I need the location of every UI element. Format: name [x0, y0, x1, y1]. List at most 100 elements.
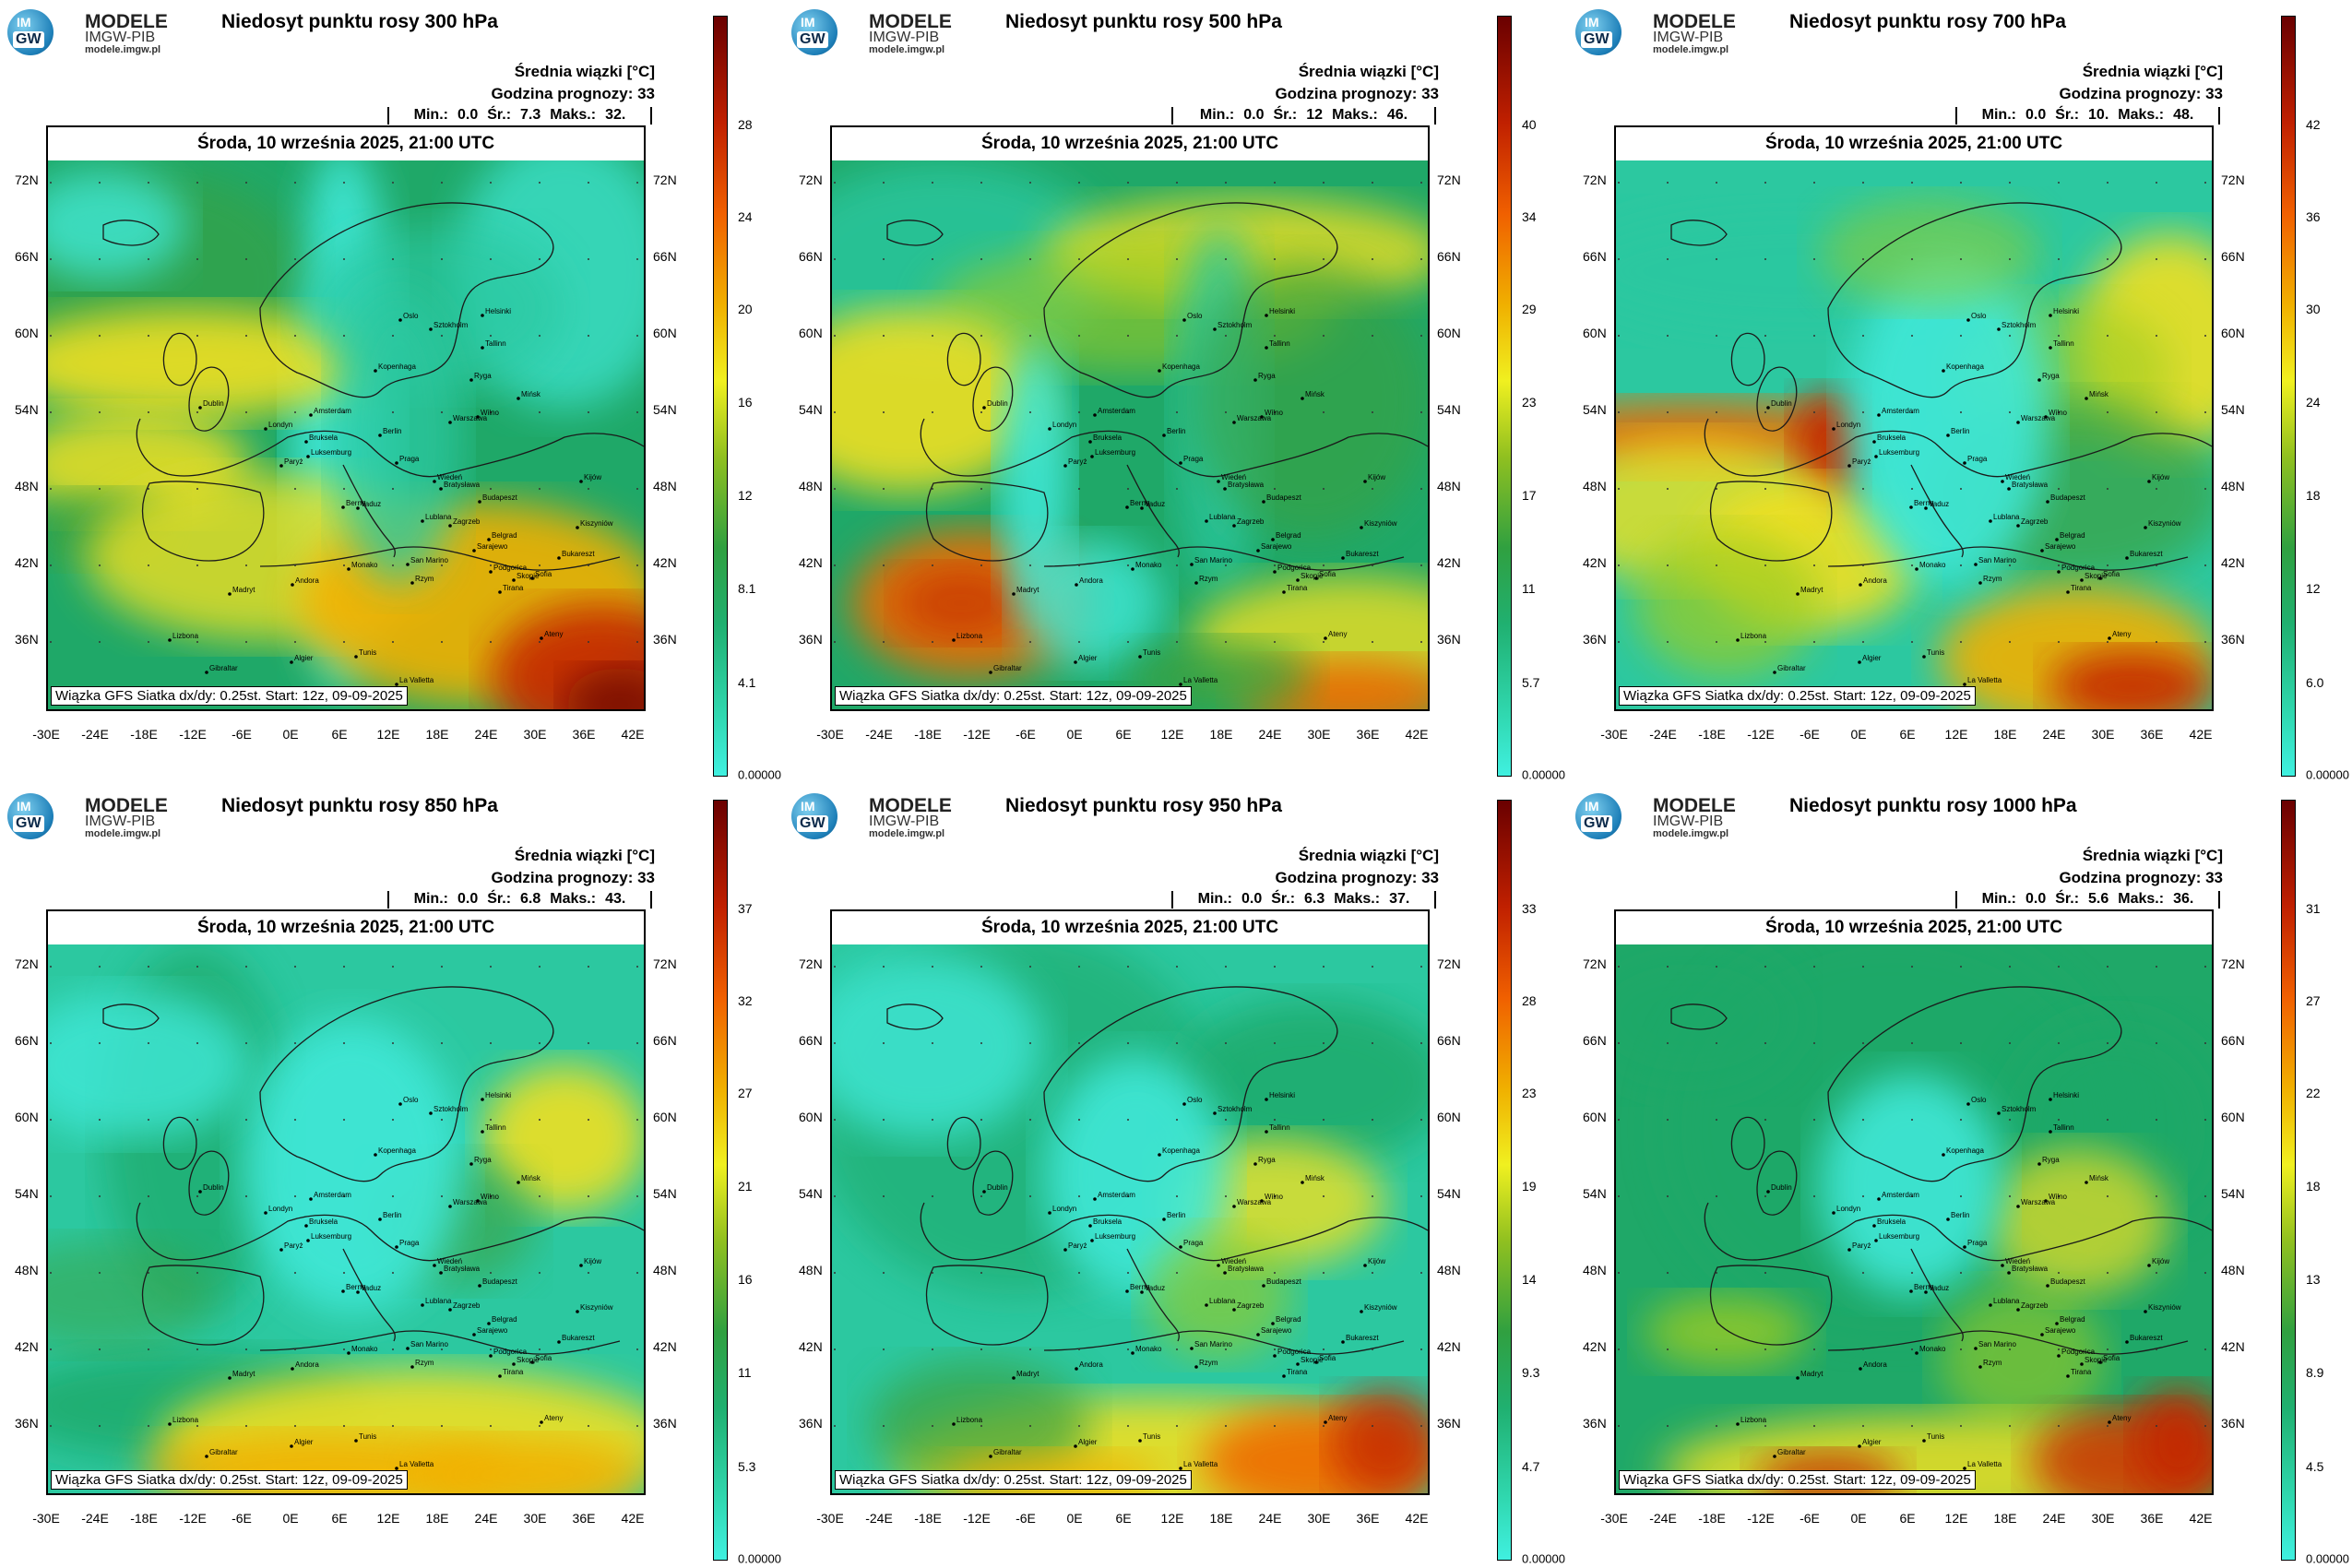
graticule-dot — [932, 641, 933, 643]
graticule-dot — [1420, 1272, 1422, 1274]
min-label: Min.: — [413, 107, 448, 123]
graticule-dot — [245, 1042, 247, 1044]
longitude-label: -12E — [179, 727, 207, 742]
city-label: Berno — [346, 499, 366, 507]
graticule-dot — [2107, 1042, 2108, 1044]
graticule-dot — [1813, 335, 1815, 337]
city-marker — [1922, 655, 1926, 659]
graticule-dot — [1274, 1425, 1276, 1427]
longitude-label: -6E — [1016, 727, 1036, 742]
coastline — [1827, 986, 2122, 1182]
graticule-dot — [1127, 1348, 1129, 1350]
city-label: Tallinn — [1269, 1123, 1290, 1132]
graticule-dot — [539, 1425, 540, 1427]
city-label: Oslo — [1971, 1096, 1987, 1104]
graticule-dot — [148, 1042, 149, 1044]
city-label: Dublin — [203, 399, 224, 408]
field-svg: OsloSztokholmHelsinkiTallinnRygaWilnoMiń… — [1616, 160, 2212, 709]
mean-value: 10. — [2088, 107, 2109, 123]
graticule-dot — [1372, 1195, 1373, 1197]
city-label: Bruksela — [1877, 1218, 1907, 1226]
city-label: Andora — [1863, 1360, 1887, 1369]
city-marker — [989, 671, 992, 674]
graticule-dot — [1176, 1272, 1178, 1274]
city-marker — [2147, 1264, 2151, 1267]
colorbar — [1497, 800, 1512, 1561]
colorbar-tick: 5.3 — [738, 1459, 756, 1474]
graticule-dot — [883, 1272, 885, 1274]
city-label: Podgorica — [1277, 564, 1312, 572]
logo-url: modele.imgw.pl — [85, 44, 161, 55]
graticule-dot — [1323, 1348, 1324, 1350]
city-marker — [429, 1111, 433, 1115]
city-marker — [1341, 556, 1345, 560]
graticule-dot — [294, 1272, 296, 1274]
graticule-dot — [343, 258, 345, 260]
stats-row: Min.: 0.0 Śr.: 5.6 Maks.: 36. — [1955, 891, 2220, 909]
graticule-dot — [148, 966, 149, 968]
graticule-dot — [2204, 182, 2206, 184]
logo-mark-top: IM — [17, 799, 31, 814]
graticule-dot — [2009, 564, 2011, 566]
city-marker — [2144, 526, 2147, 529]
logo-mark-top: IM — [1585, 799, 1599, 814]
city-marker — [1131, 567, 1134, 571]
city-marker — [1256, 1333, 1260, 1336]
latitude-label: 60N — [1437, 326, 1461, 340]
dewpoint-depression-field: Oslo Sztokholm Helsinki Tallinn Ryga Wilno Miń… — [48, 944, 644, 1493]
city-marker — [398, 318, 402, 322]
latitude-label: 60N — [653, 1110, 677, 1124]
graticule-dot — [392, 411, 394, 413]
city-marker — [1796, 592, 1800, 596]
city-marker — [472, 1333, 476, 1336]
model-footnote: Wiązka GFS Siatka dx/dy: 0.25st. Start: … — [51, 686, 408, 706]
city-label: Skopje — [1301, 572, 1324, 580]
colorbar-tick: 21 — [738, 1179, 753, 1194]
graticule-dot — [980, 1195, 982, 1197]
graticule-dot — [392, 564, 394, 566]
graticule-dot — [2156, 1119, 2157, 1121]
city-label: Algier — [294, 1438, 314, 1446]
logo-line1: MODELE — [85, 795, 168, 816]
graticule-dot — [1813, 1119, 1815, 1121]
city-marker — [1140, 1290, 1144, 1294]
graticule-dot — [196, 1348, 198, 1350]
graticule-dot — [1029, 641, 1031, 643]
city-marker — [1194, 581, 1198, 585]
logo-mark-bottom: GW — [797, 815, 828, 832]
graticule-dot — [1323, 182, 1324, 184]
city-label: Praga — [1183, 1239, 1204, 1247]
graticule-dot — [2156, 1272, 2157, 1274]
graticule-dot — [50, 258, 52, 260]
city-label: Tirana — [503, 584, 524, 592]
min-value: 0.0 — [2025, 891, 2047, 907]
graticule-dot — [343, 411, 345, 413]
city-label: Sarajewo — [477, 1326, 508, 1335]
latitude-label: 42N — [799, 1339, 823, 1354]
city-label: Podgorica — [1277, 1348, 1312, 1356]
graticule-dot — [2107, 258, 2108, 260]
graticule-dot — [1078, 1425, 1080, 1427]
field-region — [1847, 253, 2049, 585]
city-marker — [1296, 578, 1300, 582]
city-marker — [1766, 406, 1770, 410]
graticule-dot — [1813, 182, 1815, 184]
panel-title: Niedosyt punktu rosy 300 hPa — [221, 11, 498, 32]
city-marker — [1766, 1190, 1770, 1194]
graticule-dot — [1862, 1195, 1864, 1197]
graticule-dot — [1960, 564, 1962, 566]
city-marker — [1922, 1439, 1926, 1443]
longitude-label: 36E — [572, 727, 596, 742]
city-marker — [1997, 1111, 2001, 1115]
forecast-hour: Godzina prognozy: 33 — [491, 869, 655, 886]
city-marker — [1075, 1367, 1078, 1371]
city-label: Helsinki — [485, 307, 511, 315]
city-marker — [2007, 487, 2011, 491]
graticule-dot — [539, 335, 540, 337]
colorbar-label: Średnia wiązki [°C] — [514, 847, 655, 864]
valid-date: Środa, 10 września 2025, 21:00 UTC — [832, 127, 1428, 162]
panel-info: Średnia wiązki [°C] Godzina prognozy: 33 — [1275, 845, 1439, 889]
graticule-dot — [245, 258, 247, 260]
field-region — [334, 290, 463, 585]
graticule-dot — [1813, 1272, 1815, 1274]
